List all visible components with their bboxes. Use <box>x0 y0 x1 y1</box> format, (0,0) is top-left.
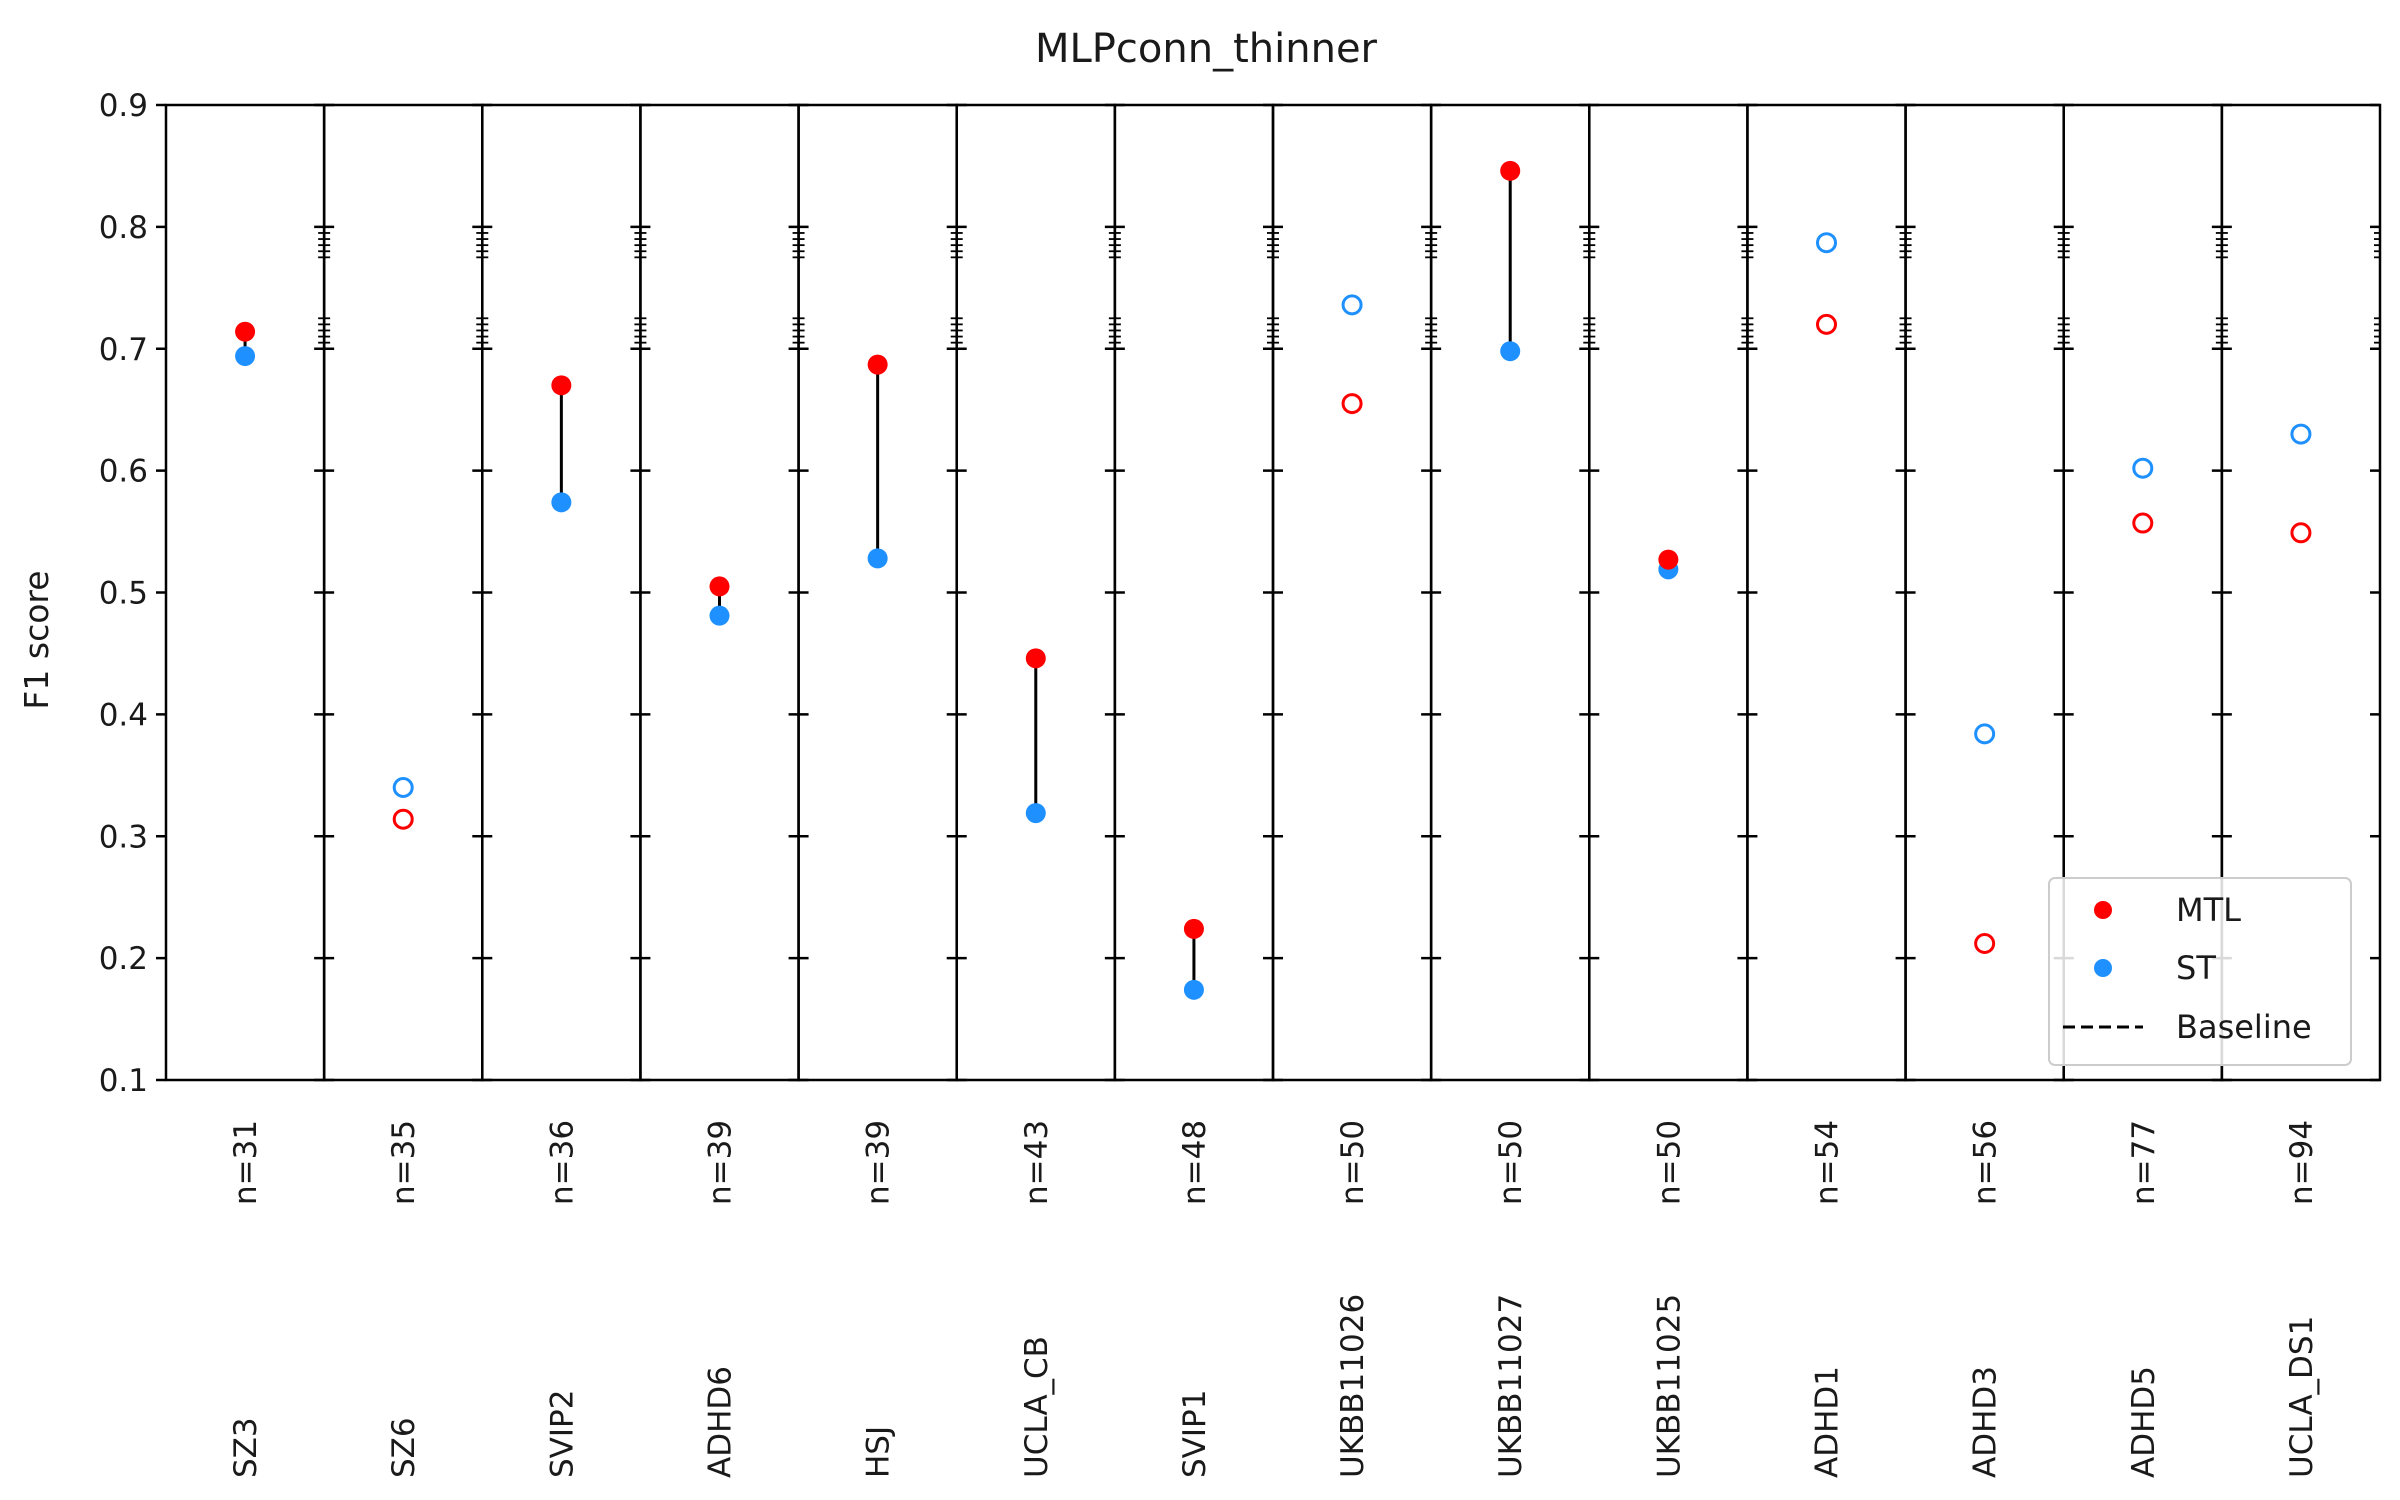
panel-name-label: UKBB11026 <box>1335 1294 1371 1478</box>
mtl-point <box>1658 549 1679 570</box>
st-point <box>1816 232 1837 254</box>
panel-frame <box>481 103 642 1082</box>
panel-ukbb11025: n=50 UKBB11025 <box>1588 103 1749 1478</box>
legend-label-baseline: Baseline <box>2176 1008 2312 1046</box>
panel-adhd5: n=77 ADHD5 <box>2062 103 2224 1478</box>
legend-label-mtl: MTL <box>2176 891 2241 929</box>
mtl-point <box>1025 648 1046 669</box>
panel-name-label: SZ6 <box>386 1417 422 1478</box>
panel-n-label: n=50 <box>1493 1120 1529 1205</box>
st-point <box>2290 423 2312 445</box>
st-point <box>867 548 888 569</box>
panel-name-label: UKBB11025 <box>1651 1294 1687 1478</box>
panel-adhd1: n=54 ADHD1 <box>1746 103 1907 1478</box>
mtl-point <box>392 808 414 830</box>
legend-label-st: ST <box>2176 949 2216 987</box>
panel-name-label: ADHD1 <box>1810 1366 1846 1478</box>
st-point <box>2132 457 2154 479</box>
mtl-point <box>709 576 730 597</box>
panel-frame <box>1588 103 1749 1082</box>
st-point <box>235 346 256 367</box>
panel-n-label: n=56 <box>1968 1120 2004 1205</box>
legend-box <box>2048 877 2352 1066</box>
panel-frame <box>1271 103 1433 1082</box>
y-tick-label: 0.9 <box>99 88 148 124</box>
panel-name-label: SZ3 <box>228 1417 264 1478</box>
st-point <box>551 492 572 513</box>
y-axis-ticks: 0.1 0.2 0.3 0.4 0.5 0.6 0.7 0.8 0.9 <box>99 88 166 1099</box>
panel-n-label: n=48 <box>1177 1120 1213 1205</box>
mtl-point <box>1500 160 1521 181</box>
legend: MTL ST Baseline <box>2048 877 2352 1066</box>
st-point <box>709 605 730 626</box>
panel-name-label: UCLA_DS1 <box>2284 1316 2320 1478</box>
st-point <box>1183 979 1204 1000</box>
panel-hsj: n=39 HSJ <box>797 103 958 1478</box>
y-tick-label: 0.4 <box>99 697 148 733</box>
panel-sz6: n=35 SZ6 <box>322 103 484 1478</box>
panel-svip2: n=36 SVIP2 <box>481 103 642 1478</box>
panel-name-label: ADHD5 <box>2126 1366 2162 1478</box>
st-point <box>1025 803 1046 824</box>
mtl-point <box>551 375 572 396</box>
panel-name-label: UKBB11027 <box>1493 1294 1529 1478</box>
legend-marker-st <box>2094 959 2112 977</box>
panel-name-label: ADHD3 <box>1968 1366 2004 1478</box>
panel-adhd3: n=56 ADHD3 <box>1904 103 2065 1478</box>
panel-svip1: n=48 SVIP1 <box>1113 103 1275 1478</box>
panel-sz3: n=31 SZ3 <box>164 103 326 1478</box>
panel-ukbb11027: n=50 UKBB11027 <box>1429 103 1591 1478</box>
legend-marker-mtl <box>2094 901 2112 919</box>
panel-frame <box>955 103 1117 1082</box>
panel-ukbb11026: n=50 UKBB11026 <box>1271 103 1433 1478</box>
mtl-point <box>1974 933 1996 954</box>
panel-frame <box>164 103 326 1082</box>
panel-n-label: n=39 <box>861 1120 897 1205</box>
chart-title: MLPconn_thinner <box>1035 26 1378 72</box>
mtl-point <box>1341 393 1363 415</box>
y-tick-label: 0.6 <box>99 454 148 490</box>
panel-name-label: HSJ <box>861 1426 897 1478</box>
panel-name-label: UCLA_CB <box>1019 1336 1055 1478</box>
panel-n-label: n=39 <box>703 1120 739 1205</box>
mtl-point <box>2290 522 2312 544</box>
y-axis-label: F1 score <box>17 570 56 709</box>
mtl-point <box>2132 512 2154 534</box>
y-tick-label: 0.2 <box>99 941 148 977</box>
panel-ucla-ds1: n=94 UCLA_DS1 <box>2220 103 2382 1478</box>
panel-n-label: n=77 <box>2126 1120 2162 1205</box>
panel-n-label: n=43 <box>1019 1120 1055 1205</box>
panel-n-label: n=94 <box>2284 1120 2320 1205</box>
st-point <box>1341 294 1363 316</box>
panel-name-label: SVIP1 <box>1177 1390 1213 1478</box>
panels: n=31SZ3n=35SZ6n=36SVIP2n=39ADHD6n=39HSJn… <box>164 103 2382 1478</box>
mtl-point <box>235 321 256 342</box>
mtl-point <box>1183 918 1204 939</box>
st-point <box>392 777 414 798</box>
panel-frame <box>322 103 484 1082</box>
panel-n-label: n=50 <box>1651 1120 1687 1205</box>
panel-adhd6: n=39 ADHD6 <box>639 103 800 1478</box>
panel-frame <box>797 103 958 1082</box>
y-tick-label: 0.3 <box>99 819 148 855</box>
panel-n-label: n=31 <box>228 1120 264 1205</box>
y-tick-label: 0.1 <box>99 1063 148 1099</box>
panel-name-label: SVIP2 <box>544 1390 580 1478</box>
st-point <box>1500 341 1521 362</box>
panel-ucla-cb: n=43 UCLA_CB <box>955 103 1117 1478</box>
st-point <box>1974 723 1996 745</box>
mtl-point <box>1816 313 1837 335</box>
mtl-point <box>867 354 888 375</box>
panel-n-label: n=35 <box>386 1120 422 1205</box>
panel-n-label: n=50 <box>1335 1120 1371 1205</box>
y-tick-label: 0.8 <box>99 210 148 246</box>
panel-n-label: n=54 <box>1810 1120 1846 1205</box>
y-tick-label: 0.7 <box>99 332 148 368</box>
y-tick-label: 0.5 <box>99 576 148 612</box>
panel-name-label: ADHD6 <box>703 1366 739 1478</box>
panel-n-label: n=36 <box>544 1120 580 1205</box>
